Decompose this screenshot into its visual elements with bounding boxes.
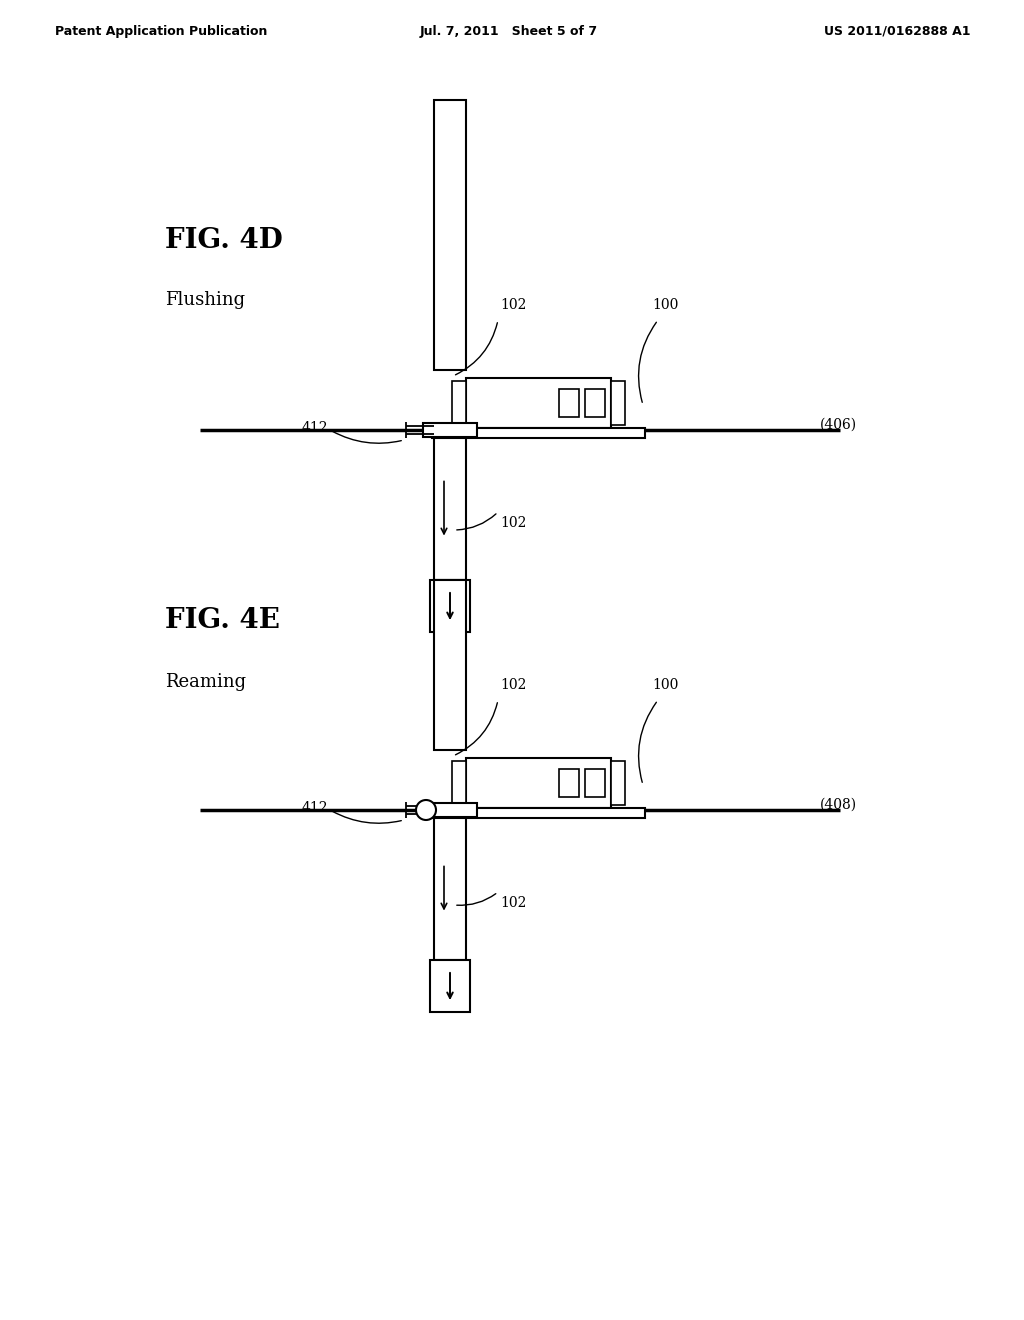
Bar [434, 817, 466, 960]
Bar [611, 762, 625, 805]
Bar [434, 437, 466, 579]
Bar [430, 960, 470, 1012]
Bar [559, 389, 579, 417]
Text: 100: 100 [652, 298, 678, 312]
Text: FIG. 4D: FIG. 4D [165, 227, 283, 253]
Circle shape [416, 800, 436, 820]
Bar [434, 579, 466, 750]
Bar [452, 762, 466, 805]
Bar [559, 770, 579, 797]
Bar [466, 378, 611, 428]
Bar [585, 770, 605, 797]
Bar [432, 808, 645, 818]
Text: 412: 412 [301, 801, 328, 814]
Text: FIG. 4E: FIG. 4E [165, 606, 280, 634]
Bar [423, 803, 477, 817]
Bar [430, 579, 470, 632]
Bar [466, 758, 611, 808]
Bar [452, 381, 466, 425]
Text: (406): (406) [820, 418, 857, 432]
Bar [585, 389, 605, 417]
Text: 102: 102 [500, 678, 526, 692]
Text: 102: 102 [500, 896, 526, 909]
Text: (408): (408) [820, 799, 857, 812]
Bar [434, 100, 466, 370]
Text: Patent Application Publication: Patent Application Publication [55, 25, 267, 38]
Bar [611, 381, 625, 425]
Text: 102: 102 [500, 516, 526, 531]
Text: 412: 412 [301, 421, 328, 436]
Text: 102: 102 [500, 298, 526, 312]
Text: Reaming: Reaming [165, 673, 246, 690]
Text: Jul. 7, 2011   Sheet 5 of 7: Jul. 7, 2011 Sheet 5 of 7 [420, 25, 598, 38]
Text: US 2011/0162888 A1: US 2011/0162888 A1 [823, 25, 970, 38]
Bar [432, 428, 645, 438]
Text: 100: 100 [652, 678, 678, 692]
Bar [423, 422, 477, 437]
Text: Flushing: Flushing [165, 290, 245, 309]
